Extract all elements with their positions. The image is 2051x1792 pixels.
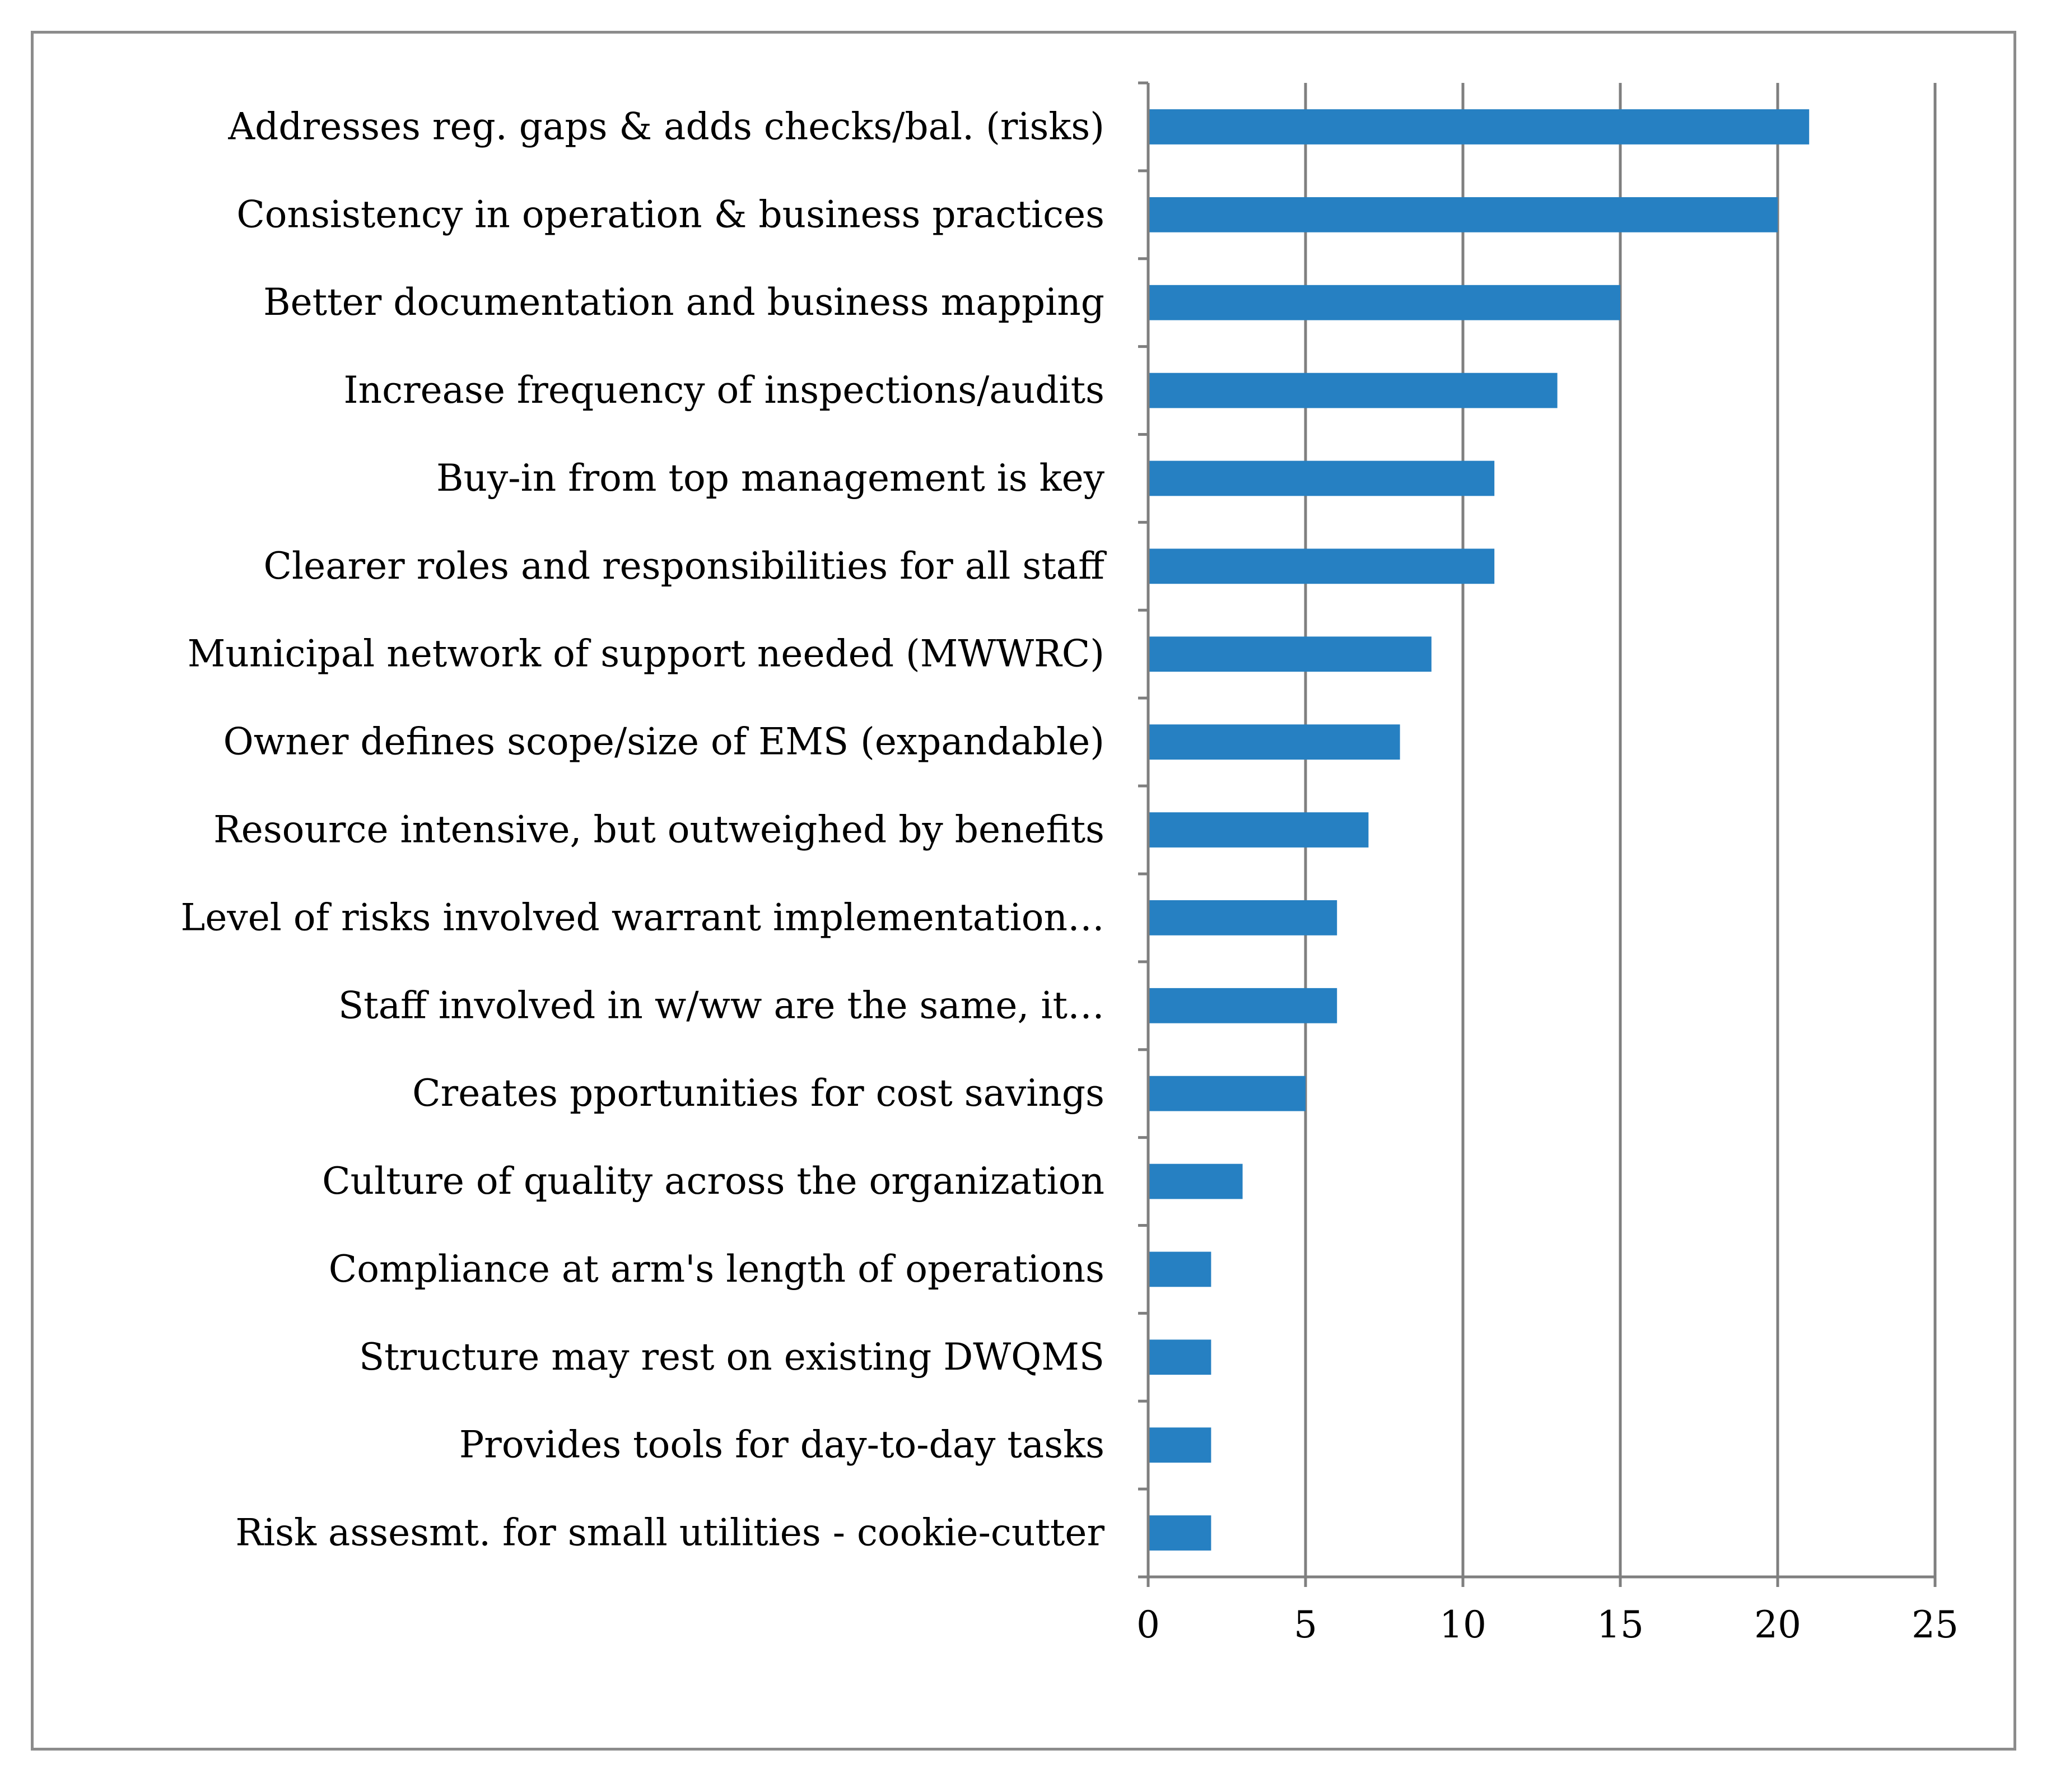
category-label: Structure may rest on existing DWQMS — [359, 1335, 1104, 1379]
category-label: Resource intensive, but outweighed by be… — [213, 808, 1104, 851]
category-label: Increase frequency of inspections/audits — [344, 369, 1104, 412]
x-tick-label: 15 — [1597, 1603, 1644, 1646]
category-label: Creates pportunities for cost savings — [412, 1072, 1104, 1115]
bar — [1148, 197, 1778, 232]
category-label: Compliance at arm's length of operations — [329, 1248, 1104, 1291]
bar — [1148, 1427, 1211, 1463]
category-label: Buy-in from top management is key — [436, 457, 1105, 500]
category-label: Addresses reg. gaps & adds checks/bal. (… — [227, 105, 1104, 148]
bar — [1148, 285, 1620, 320]
bar — [1148, 1251, 1211, 1287]
x-tick-label: 0 — [1136, 1603, 1160, 1646]
bar — [1148, 724, 1400, 760]
bar — [1148, 1515, 1211, 1551]
bar — [1148, 636, 1432, 672]
category-label: Culture of quality across the organizati… — [322, 1160, 1104, 1203]
bar — [1148, 460, 1495, 496]
bars — [1148, 109, 1810, 1551]
category-label: Risk assesmt. for small utilities - cook… — [235, 1511, 1104, 1554]
category-label: Municipal network of support needed (MWW… — [188, 632, 1104, 676]
category-label: Owner defines scope/size of EMS (expanda… — [223, 720, 1104, 764]
bar — [1148, 1076, 1306, 1111]
x-tick-label: 20 — [1754, 1603, 1801, 1646]
bar — [1148, 548, 1495, 584]
bar — [1148, 1163, 1243, 1199]
x-tick-label: 5 — [1294, 1603, 1317, 1646]
category-label: Clearer roles and responsibilities for a… — [264, 544, 1107, 588]
x-tick-label: 10 — [1439, 1603, 1486, 1646]
x-tick-label: 25 — [1912, 1603, 1959, 1646]
bar — [1148, 1339, 1211, 1375]
bar — [1148, 988, 1337, 1023]
category-label: Provides tools for day-to-day tasks — [459, 1423, 1104, 1467]
bar — [1148, 812, 1369, 848]
category-label: Level of risks involved warrant implemen… — [181, 896, 1104, 939]
axes — [1138, 81, 1937, 1587]
category-label: Better documentation and business mappin… — [263, 281, 1104, 324]
bar — [1148, 373, 1558, 408]
chart-frame: Addresses reg. gaps & adds checks/bal. (… — [31, 31, 2016, 1751]
bar — [1148, 109, 1810, 145]
category-labels: Addresses reg. gaps & adds checks/bal. (… — [181, 105, 1107, 1554]
category-label: Staff involved in w/ww are the same, it… — [338, 984, 1104, 1027]
bar — [1148, 900, 1337, 935]
x-tick-labels: 0 5 10 15 20 25 — [1136, 1603, 1959, 1646]
gridlines — [1304, 83, 1937, 1577]
category-label: Consistency in operation & business prac… — [236, 193, 1104, 236]
bar-chart: Addresses reg. gaps & adds checks/bal. (… — [181, 81, 1959, 1646]
